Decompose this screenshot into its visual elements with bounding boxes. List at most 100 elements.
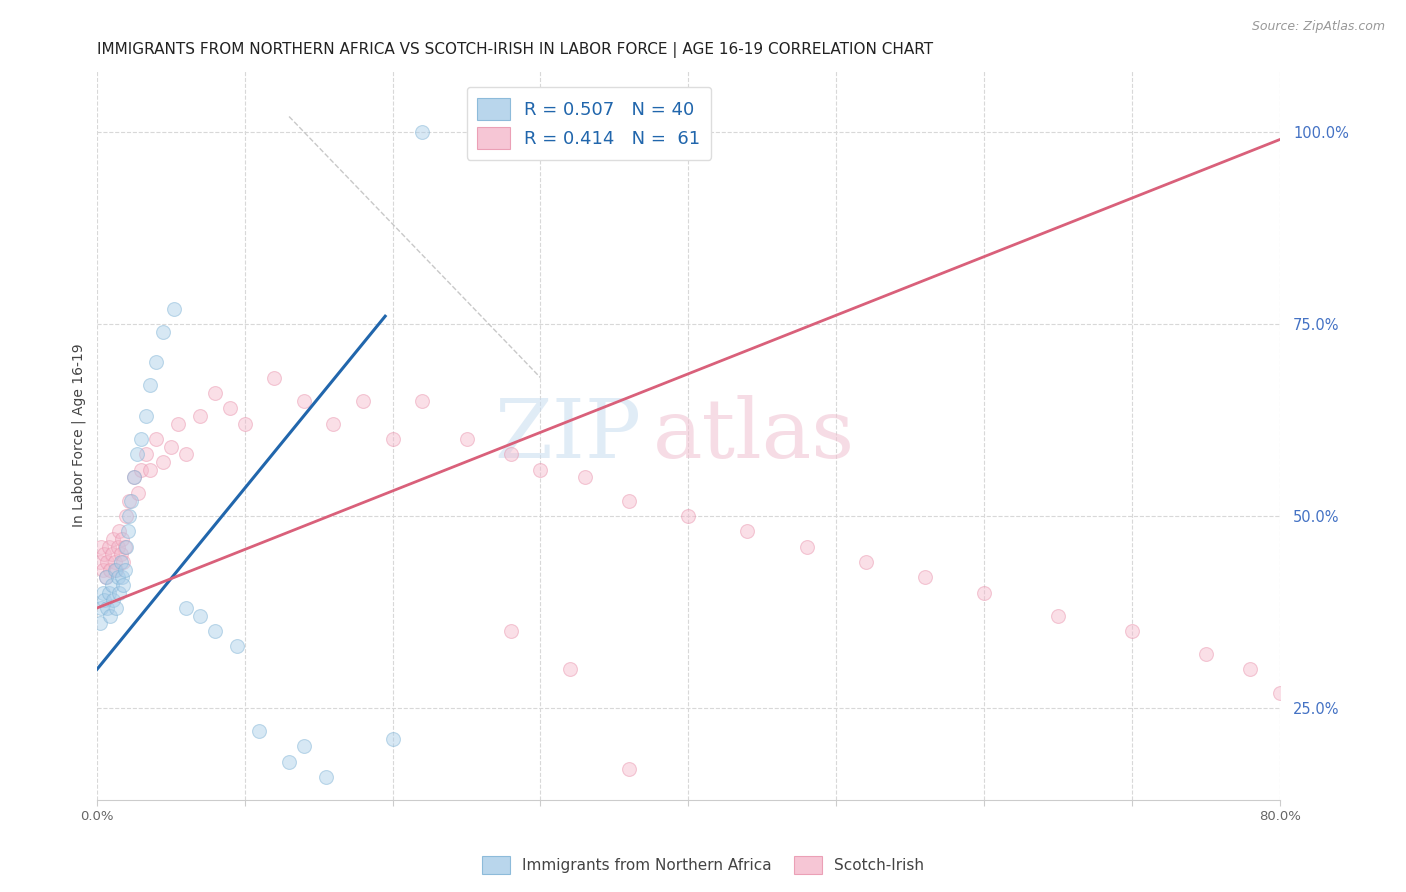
Point xyxy=(107,570,129,584)
Text: Source: ZipAtlas.com: Source: ZipAtlas.com xyxy=(1251,20,1385,33)
Point xyxy=(796,540,818,554)
Point xyxy=(292,739,315,754)
Point xyxy=(91,585,114,599)
Point xyxy=(226,640,249,654)
Point xyxy=(159,440,181,454)
Y-axis label: In Labor Force | Age 16-19: In Labor Force | Age 16-19 xyxy=(72,343,86,527)
Point xyxy=(167,417,190,431)
Point xyxy=(94,570,117,584)
Point xyxy=(110,555,132,569)
Point xyxy=(94,570,117,584)
Point xyxy=(352,393,374,408)
Point xyxy=(1121,624,1143,639)
Point xyxy=(118,508,141,523)
Point xyxy=(529,463,551,477)
Point xyxy=(152,325,174,339)
Point xyxy=(105,563,128,577)
Point xyxy=(322,417,344,431)
Point xyxy=(219,401,242,416)
Point xyxy=(249,723,271,738)
Point xyxy=(104,563,127,577)
Point xyxy=(93,593,115,607)
Point xyxy=(100,547,122,561)
Point xyxy=(574,470,596,484)
Point xyxy=(98,563,121,577)
Point xyxy=(107,540,129,554)
Point xyxy=(499,624,522,639)
Point xyxy=(678,508,700,523)
Point xyxy=(204,386,226,401)
Point xyxy=(263,370,285,384)
Point xyxy=(114,540,136,554)
Point xyxy=(93,547,115,561)
Point xyxy=(163,301,186,316)
Point xyxy=(111,532,134,546)
Point xyxy=(233,417,256,431)
Point xyxy=(129,432,152,446)
Point xyxy=(145,355,167,369)
Text: atlas: atlas xyxy=(652,395,855,475)
Point xyxy=(315,770,337,784)
Legend: Immigrants from Northern Africa, Scotch-Irish: Immigrants from Northern Africa, Scotch-… xyxy=(475,850,931,880)
Point xyxy=(96,601,118,615)
Point xyxy=(855,555,877,569)
Point xyxy=(90,540,112,554)
Text: IMMIGRANTS FROM NORTHERN AFRICA VS SCOTCH-IRISH IN LABOR FORCE | AGE 16-19 CORRE: IMMIGRANTS FROM NORTHERN AFRICA VS SCOTC… xyxy=(97,42,934,58)
Point xyxy=(118,493,141,508)
Point xyxy=(89,616,111,631)
Point xyxy=(1195,647,1218,661)
Point xyxy=(115,540,138,554)
Point xyxy=(112,555,135,569)
Point xyxy=(411,393,433,408)
Point xyxy=(1046,608,1069,623)
Point xyxy=(96,555,118,569)
Point xyxy=(105,601,128,615)
Point xyxy=(1239,663,1261,677)
Point xyxy=(120,493,142,508)
Point xyxy=(89,555,111,569)
Point xyxy=(973,585,995,599)
Point xyxy=(129,463,152,477)
Point xyxy=(617,762,640,776)
Point xyxy=(115,508,138,523)
Point xyxy=(117,524,139,539)
Point xyxy=(108,585,131,599)
Point xyxy=(100,578,122,592)
Point xyxy=(127,486,149,500)
Point xyxy=(98,608,121,623)
Point xyxy=(112,578,135,592)
Point xyxy=(104,555,127,569)
Point xyxy=(111,570,134,584)
Point xyxy=(174,601,197,615)
Point xyxy=(145,432,167,446)
Point xyxy=(278,755,301,769)
Point xyxy=(97,585,120,599)
Point xyxy=(411,125,433,139)
Legend: R = 0.507   N = 40, R = 0.414   N =  61: R = 0.507 N = 40, R = 0.414 N = 61 xyxy=(467,87,711,160)
Point xyxy=(125,447,148,461)
Point xyxy=(737,524,759,539)
Point xyxy=(381,432,404,446)
Point xyxy=(139,463,162,477)
Point xyxy=(139,378,162,392)
Point xyxy=(204,624,226,639)
Point xyxy=(381,731,404,746)
Point xyxy=(135,409,157,423)
Point xyxy=(122,470,145,484)
Point xyxy=(558,663,581,677)
Point xyxy=(617,493,640,508)
Point xyxy=(292,393,315,408)
Point xyxy=(122,470,145,484)
Point xyxy=(135,447,157,461)
Point xyxy=(499,447,522,461)
Point xyxy=(90,601,112,615)
Point xyxy=(101,593,124,607)
Point xyxy=(188,409,211,423)
Point xyxy=(108,524,131,539)
Point xyxy=(101,532,124,546)
Point xyxy=(110,547,132,561)
Point xyxy=(97,540,120,554)
Point xyxy=(91,563,114,577)
Point xyxy=(914,570,936,584)
Point xyxy=(1268,685,1291,699)
